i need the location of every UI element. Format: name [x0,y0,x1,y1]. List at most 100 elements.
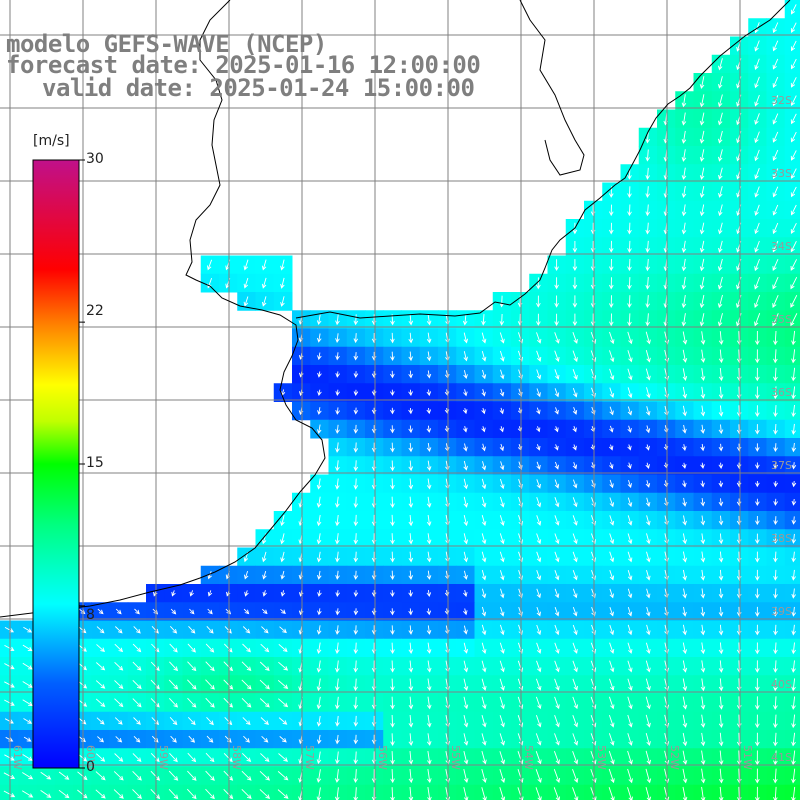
wind-arrow [260,717,269,725]
wind-arrow [681,276,687,290]
wind-cell [693,784,713,800]
wind-arrow [114,661,124,671]
wind-arrow [499,496,505,508]
wind-cell [255,784,275,800]
wind-arrow [755,533,760,545]
wind-arrow [151,735,159,743]
wind-arrow [353,314,359,326]
wind-arrow [168,697,179,708]
wind-arrow [353,751,358,765]
wind-arrow [791,462,797,470]
wind-arrow [97,736,104,743]
wind-arrow [572,533,578,545]
wind-arrow [790,276,798,290]
wind-arrow [169,625,178,634]
colorbar-tick-label: 8 [86,607,95,623]
wind-arrow [773,678,778,692]
wind-arrow [150,698,160,708]
wind-arrow [554,313,559,327]
longitude-label: 56W [376,745,389,770]
wind-arrow [790,241,797,253]
wind-cell [109,784,129,800]
wind-arrow [737,750,742,766]
wind-arrow [335,407,340,415]
wind-arrow [646,551,651,563]
wind-arrow [699,204,705,217]
wind-arrow [791,442,797,453]
wind-arrow [682,732,688,747]
wind-arrow [426,570,432,580]
wind-arrow [171,590,176,597]
wind-arrow [754,186,760,198]
wind-arrow [609,462,614,470]
wind-arrow [791,386,796,400]
wind-arrow [572,350,578,363]
wind-arrow [755,696,760,710]
wind-arrow [426,533,432,545]
wind-arrow [536,588,541,599]
wind-arrow [718,186,723,198]
wind-arrow [554,696,560,710]
wind-arrow [772,259,779,271]
wind-arrow [390,370,395,379]
wind-arrow [772,168,779,180]
wind-cell [784,602,800,621]
wind-arrow [681,313,687,327]
wind-arrow [223,770,234,781]
wind-arrow [645,149,650,162]
wind-arrow [390,660,395,673]
wind-arrow [791,330,796,346]
wind-arrow [96,717,105,725]
wind-arrow [426,425,432,433]
wind-arrow [791,696,796,710]
wind-arrow [134,608,140,615]
wind-arrow [717,294,723,309]
wind-arrow [353,442,359,453]
longitude-label: 58W [230,745,243,770]
wind-arrow [335,514,340,527]
wind-arrow [645,606,651,617]
wind-arrow [737,768,742,784]
latitude-label: 41S [771,751,792,764]
wind-arrow [791,498,797,506]
wind-arrow [646,515,651,526]
wind-arrow [718,331,724,345]
wind-arrow [261,608,268,615]
wind-arrow [390,769,395,784]
wind-arrow [554,479,560,489]
wind-arrow [259,661,270,671]
wind-arrow [790,294,798,308]
wind-arrow [113,771,124,781]
wind-arrow [133,717,141,725]
wind-arrow [390,608,395,616]
title-forecast-date: forecast date: 2025-01-16 12:00:00 [6,51,481,79]
wind-arrow [21,790,34,798]
wind-arrow [408,590,413,598]
wind-arrow [536,551,542,563]
wind-arrow [463,589,468,598]
wind-arrow [205,788,215,800]
wind-arrow [682,714,688,728]
wind-arrow [754,294,761,308]
wind-arrow [463,533,469,545]
wind-arrow [609,387,615,398]
wind-arrow [499,606,505,617]
wind-arrow [463,389,468,397]
wind-arrow [645,186,650,199]
wind-arrow [277,679,289,690]
wind-arrow [681,204,687,217]
wind-arrow [408,370,413,379]
wind-arrow [755,424,760,435]
wind-arrow [700,750,706,766]
wind-arrow [627,515,633,526]
wind-arrow [718,624,724,636]
wind-arrow [791,624,796,636]
wind-arrow [390,389,395,396]
wind-arrow [627,660,633,673]
wind-arrow [353,678,358,692]
wind-arrow [681,222,687,235]
wind-arrow [150,788,161,800]
wind-arrow [205,643,215,653]
wind-arrow [536,332,542,344]
